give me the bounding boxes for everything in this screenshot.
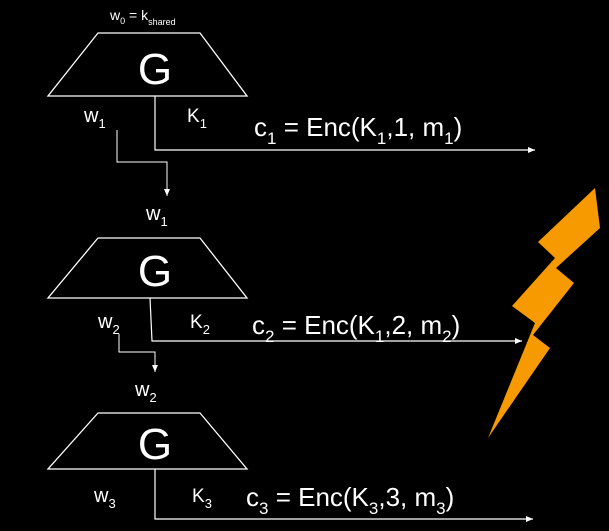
w-output-label: w2: [97, 311, 120, 337]
key-arrow: [154, 469, 533, 522]
w-output-label: w1: [83, 105, 106, 131]
generator-label: G: [138, 45, 172, 94]
generator-label: G: [138, 420, 172, 469]
key-arrow: [149, 297, 522, 344]
stage-2: w1 G w2 K2 c2 = Enc(K1,2, m2): [46, 203, 522, 372]
ciphertext-label: c2 = Enc(K1,2, m2): [252, 310, 460, 346]
generator-label: G: [138, 247, 172, 296]
stage-1: G w1 K1 c1 = Enc(K1,1, m1): [46, 32, 535, 196]
state-arrow: [118, 334, 158, 372]
k-output-label: K3: [192, 486, 212, 511]
w-input-label: w2: [134, 379, 157, 405]
key-arrow: [154, 96, 535, 153]
stage-3: w2 G w3 K3 c3 = Enc(K3,3, m3): [46, 379, 533, 522]
w-output-label: w3: [93, 485, 116, 511]
w-input-label: w1: [145, 203, 168, 229]
initial-key-label: w0 = kshared: [109, 7, 176, 27]
generator-box: [46, 237, 249, 299]
ciphertext-label: c1 = Enc(K1,1, m1): [254, 112, 462, 148]
generator-box: [46, 412, 249, 470]
state-arrow: [116, 130, 170, 196]
lightning-bolt-icon: [488, 188, 600, 438]
k-output-label: K1: [187, 106, 207, 131]
k-output-label: K2: [190, 312, 210, 337]
generator-box: [46, 32, 249, 97]
ciphertext-label: c3 = Enc(K3,3, m3): [246, 482, 454, 518]
